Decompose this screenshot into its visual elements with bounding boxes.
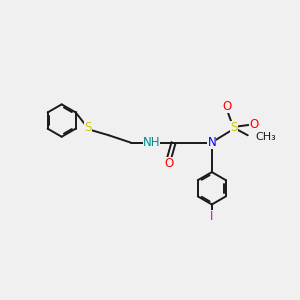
Text: N: N — [208, 136, 216, 149]
Text: S: S — [85, 122, 92, 134]
Text: O: O — [249, 118, 259, 131]
Text: O: O — [222, 100, 231, 113]
Text: NH: NH — [143, 136, 160, 149]
Text: CH₃: CH₃ — [255, 132, 276, 142]
Text: S: S — [230, 122, 238, 134]
Text: I: I — [210, 210, 214, 223]
Text: O: O — [164, 157, 174, 170]
